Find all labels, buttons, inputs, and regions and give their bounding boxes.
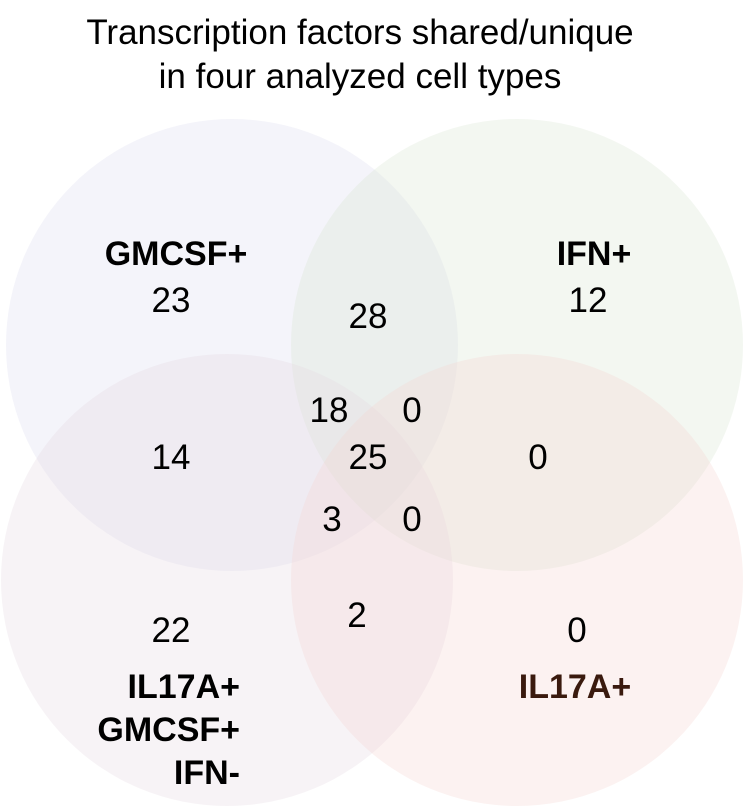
venn-circles — [1, 119, 743, 806]
region-counts: 23 12 28 18 0 14 25 0 3 0 2 22 0 — [152, 281, 608, 650]
count-gmcsf-ifn-triple: 18 — [310, 391, 349, 430]
count-gmcsf-triple: 14 — [152, 438, 191, 477]
count-ifn-il17a: 0 — [528, 438, 547, 477]
set-label-gmcsf: GMCSF+ — [105, 235, 248, 273]
count-gmcsf-ifn-il17a: 0 — [402, 391, 421, 430]
count-triple-il17a: 2 — [347, 596, 366, 635]
diagram-title-line-1: Transcription factors shared/unique — [86, 13, 633, 52]
count-gmcsf-triple-il17a: 3 — [322, 500, 341, 539]
set-label-triple-line-1: IL17A+ — [128, 668, 240, 706]
count-ifn-triple-il17a: 0 — [402, 500, 421, 539]
count-ifn-only: 12 — [569, 281, 608, 320]
count-triple-only: 22 — [152, 611, 191, 650]
set-label-triple-line-3: IFN- — [174, 754, 240, 792]
circle-ifn — [291, 119, 743, 571]
count-gmcsf-ifn: 28 — [349, 297, 388, 336]
set-label-triple-line-2: GMCSF+ — [97, 711, 240, 749]
diagram-title-line-2: in four analyzed cell types — [159, 57, 562, 96]
circle-il17a-gmcsf-ifn-neg — [1, 354, 453, 806]
set-label-il17a: IL17A+ — [519, 668, 631, 706]
circle-gmcsf — [6, 119, 458, 571]
count-il17a-only: 0 — [567, 611, 586, 650]
set-label-ifn: IFN+ — [557, 235, 632, 273]
count-all-four: 25 — [349, 438, 388, 477]
circle-il17a — [291, 354, 743, 806]
count-gmcsf-only: 23 — [152, 281, 191, 320]
